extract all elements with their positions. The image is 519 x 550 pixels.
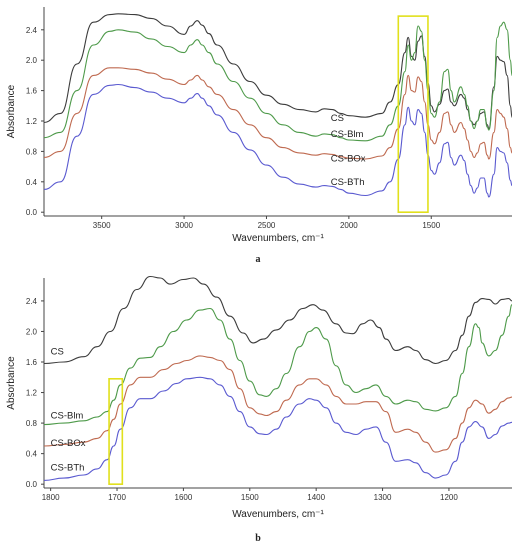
x-tick-label: 1400 (307, 493, 325, 502)
x-tick-label: 1500 (422, 221, 440, 230)
series-label-cs: CS (331, 113, 344, 124)
x-tick-label: 2000 (340, 221, 358, 230)
x-tick-label: 1700 (108, 493, 126, 502)
x-tick-label: 1600 (175, 493, 193, 502)
x-tick-label: 3500 (93, 221, 111, 230)
series-line-cs (44, 275, 512, 365)
series-line-cs-blm (44, 21, 512, 142)
x-tick-label: 1300 (374, 493, 392, 502)
series-label-cs-blm: CS-Blm (51, 411, 84, 422)
series-label-cs-bth: CS-BTh (51, 462, 85, 473)
y-tick-label: 1.6 (26, 87, 38, 96)
y-tick-label: 2.4 (26, 297, 38, 306)
series-label-cs-box: CS-BOx (51, 438, 86, 449)
series-line-cs-bth (44, 83, 512, 198)
series-line-cs (44, 13, 512, 130)
series-label-cs-box: CS-BOx (331, 153, 366, 164)
y-tick-label: 0.4 (26, 450, 38, 459)
y-tick-label: 0.4 (26, 178, 38, 187)
y-axis-label: Absorbance (6, 84, 17, 138)
highlight-box (108, 377, 124, 485)
series-line-cs-box (44, 67, 512, 160)
x-tick-label: 2500 (258, 221, 276, 230)
panel-label: b (255, 533, 261, 544)
x-tick-label: 1800 (42, 493, 60, 502)
series-label-cs: CS (51, 346, 64, 357)
chart-panel-a: 3500 3000 2500 2000 1500 0.0 0.4 0.8 1.2 1.6 2.0 2.… (6, 7, 512, 265)
series-line-cs-bth (44, 376, 512, 481)
series-label-cs-blm: CS-Blm (331, 129, 364, 140)
y-tick-label: 0.8 (26, 419, 38, 428)
x-axis-label: Wavenumbers, cm⁻¹ (232, 509, 324, 520)
x-tick-label: 3000 (175, 221, 193, 230)
y-tick-label: 2.0 (26, 327, 38, 336)
chart-panel-b: 1800 1700 1600 1500 1400 1300 1200 0.0 0.4 0.8 1.2… (6, 275, 512, 544)
highlight-box (397, 15, 429, 214)
y-tick-label: 1.2 (26, 117, 38, 126)
series-label-cs-bth: CS-BTh (331, 177, 365, 188)
y-tick-label: 2.4 (26, 26, 38, 35)
y-tick-label: 0.8 (26, 147, 38, 156)
x-tick-label: 1200 (440, 493, 458, 502)
y-tick-label: 1.2 (26, 389, 38, 398)
y-tick-label: 0.0 (26, 208, 38, 217)
x-tick-label: 1500 (241, 493, 259, 502)
panel-label: a (256, 254, 261, 265)
y-tick-label: 2.0 (26, 56, 38, 65)
y-tick-label: 0.0 (26, 480, 38, 489)
series-line-cs-blm (44, 304, 512, 426)
y-axis-label: Absorbance (6, 356, 17, 410)
x-axis-label: Wavenumbers, cm⁻¹ (232, 233, 324, 244)
y-tick-label: 1.6 (26, 358, 38, 367)
series-line-cs-box (44, 355, 512, 453)
